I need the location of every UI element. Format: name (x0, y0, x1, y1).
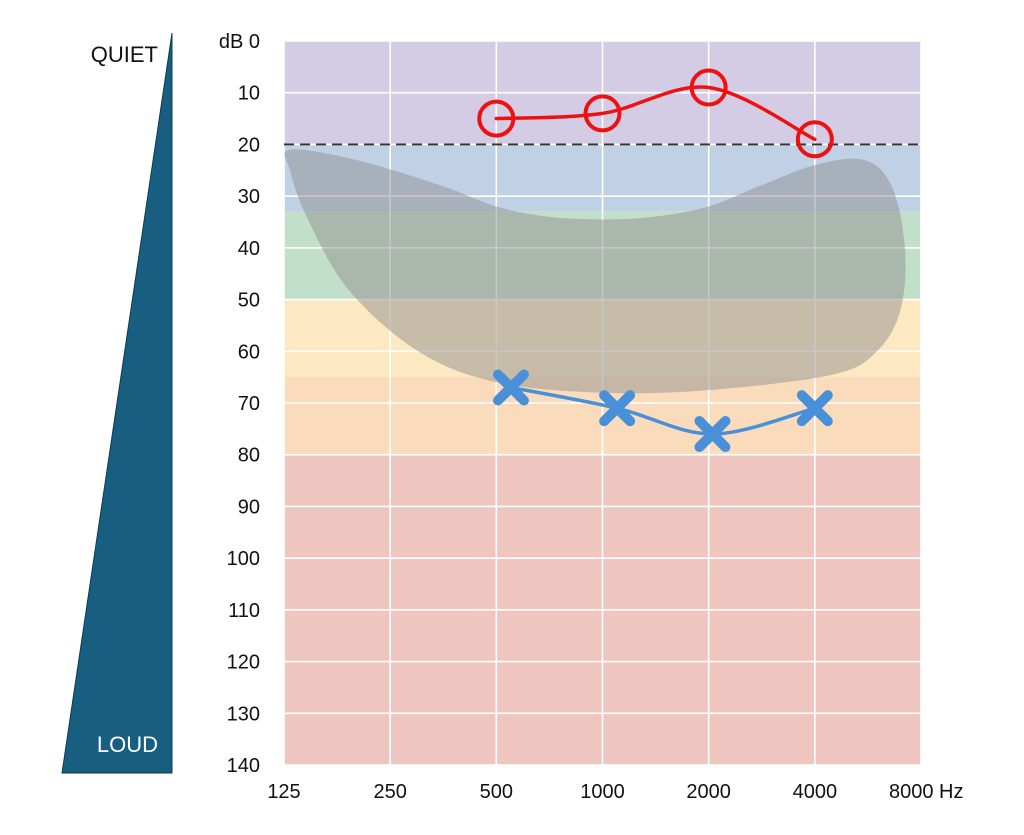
y-tick-label: 20 (238, 134, 260, 156)
x-tick-label: 250 (373, 781, 406, 803)
series-0-point-3 (795, 120, 834, 159)
y-tick-label: 10 (238, 83, 260, 105)
y-tick-label: 110 (228, 600, 260, 622)
series-1-point-1 (599, 390, 636, 427)
series-1-point-2 (694, 416, 731, 453)
x-tick-label: 1000 (580, 781, 625, 803)
x-axis-ticks: 125 250 500 1000 2000 4000 8000 Hz (267, 781, 963, 803)
loudness-scale: QUIET LOUD (61, 32, 173, 774)
x-tick-label: 2000 (686, 781, 731, 803)
series-1-point-0 (492, 369, 529, 406)
y-tick-label: 30 (238, 186, 260, 208)
y-tick-label: 100 (227, 548, 260, 570)
x-tick-label: 125 (267, 781, 300, 803)
series-1-line (509, 385, 817, 436)
series-0-point-2 (689, 68, 728, 107)
series-0-point-1 (583, 94, 622, 133)
y-tick-label: 120 (227, 652, 260, 674)
y-tick-label: 60 (238, 341, 260, 363)
series (477, 68, 834, 453)
quiet-label: QUIET (91, 42, 158, 67)
y-tick-label: 130 (227, 703, 260, 725)
y-tick-label: 50 (238, 290, 260, 312)
speech-banana-shape (284, 149, 906, 394)
series-0-line (494, 85, 817, 142)
y-tick-label: 70 (238, 393, 260, 415)
loud-label: LOUD (97, 732, 158, 757)
y-tick-label: dB 0 (219, 31, 260, 53)
x-tick-label: 500 (480, 781, 513, 803)
y-tick-label: 40 (238, 238, 260, 260)
speech-banana (284, 149, 906, 394)
y-tick-label: 90 (238, 496, 260, 518)
series-1-point-3 (796, 390, 833, 427)
y-axis-ticks: dB 0 10 20 30 40 50 60 70 80 90 100 110 120 130 140 (219, 31, 260, 777)
x-tick-label: 4000 (793, 781, 838, 803)
loudness-wedge (61, 32, 173, 774)
x-tick-label: 8000 Hz (889, 781, 964, 803)
y-tick-label: 80 (238, 445, 260, 467)
series-0-point-0 (477, 99, 516, 138)
y-tick-label: 140 (227, 755, 260, 777)
